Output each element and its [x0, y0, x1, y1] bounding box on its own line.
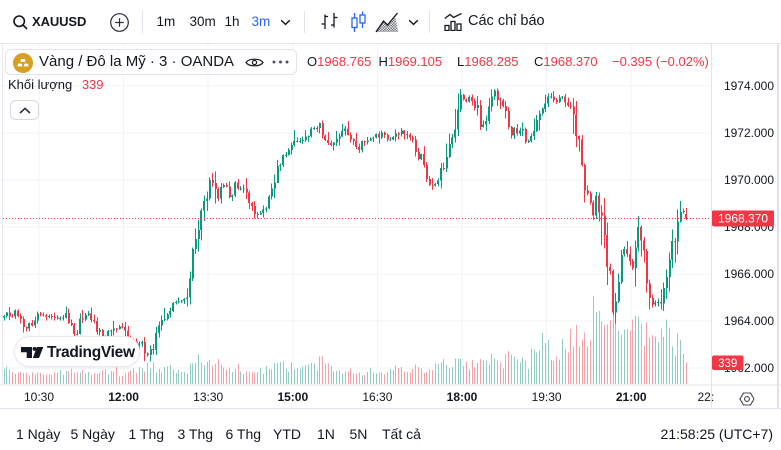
svg-text:16:30: 16:30: [362, 390, 392, 404]
svg-text:1966.000: 1966.000: [724, 267, 774, 281]
svg-text:19:30: 19:30: [532, 390, 562, 404]
svg-text:339: 339: [718, 358, 737, 370]
svg-text:21:00: 21:00: [616, 390, 647, 404]
svg-text:18:00: 18:00: [447, 390, 478, 404]
svg-text:22:: 22:: [698, 390, 715, 404]
svg-text:1968.370: 1968.370: [718, 211, 768, 225]
svg-text:10:30: 10:30: [24, 390, 54, 404]
svg-text:1964.000: 1964.000: [724, 314, 774, 328]
svg-text:1974.000: 1974.000: [724, 79, 774, 93]
svg-text:13:30: 13:30: [193, 390, 223, 404]
svg-text:1970.000: 1970.000: [724, 173, 774, 187]
svg-text:12:00: 12:00: [108, 390, 139, 404]
svg-text:15:00: 15:00: [277, 390, 308, 404]
svg-text:1972.000: 1972.000: [724, 126, 774, 140]
